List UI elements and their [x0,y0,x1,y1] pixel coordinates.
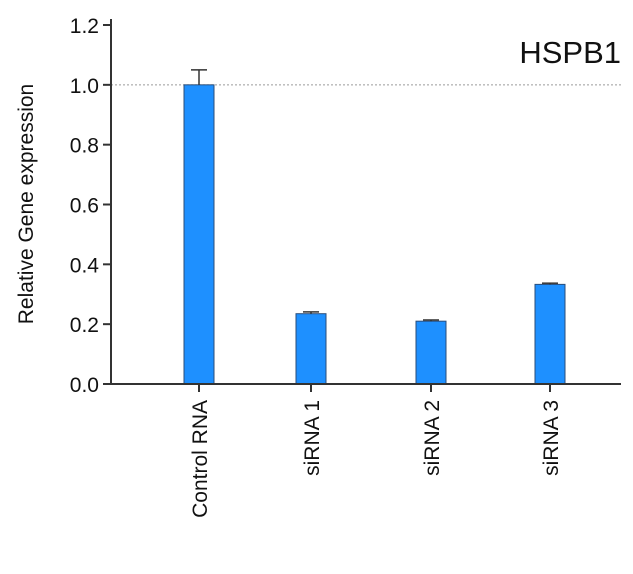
category-label: siRNA 2 [421,400,444,476]
chart-title: HSPB1 [519,35,621,70]
y-tick-label: 0.2 [70,314,99,337]
bar-sirna-3 [534,283,566,385]
bar-control-rna [183,84,215,385]
bar-sirna-1 [295,313,327,385]
bar-sirna-2 [415,320,447,385]
category-label: siRNA 3 [540,400,563,476]
y-tick-label: 0.0 [70,374,99,397]
error-bar-sirna-2 [423,319,439,322]
bars-layer [183,69,566,385]
error-bar-control-rna [191,69,207,85]
y-ticks-layer: 0.0 0.2 0.4 0.6 0.8 1.0 1.2 [70,15,111,397]
y-tick-label: 0.6 [70,195,99,218]
category-label: siRNA 1 [301,400,324,476]
y-tick-label: 1.2 [70,15,99,38]
y-tick-label: 0.8 [70,135,99,158]
category-label: Control RNA [189,400,212,518]
y-tick-label: 1.0 [70,75,99,98]
error-bar-sirna-1 [303,311,319,314]
y-tick-label: 0.4 [70,254,100,277]
category-labels-layer: Control RNA siRNA 1 siRNA 2 siRNA 3 [189,384,563,518]
y-axis-title: Relative Gene expression [15,84,38,324]
error-bar-sirna-3 [542,282,558,285]
